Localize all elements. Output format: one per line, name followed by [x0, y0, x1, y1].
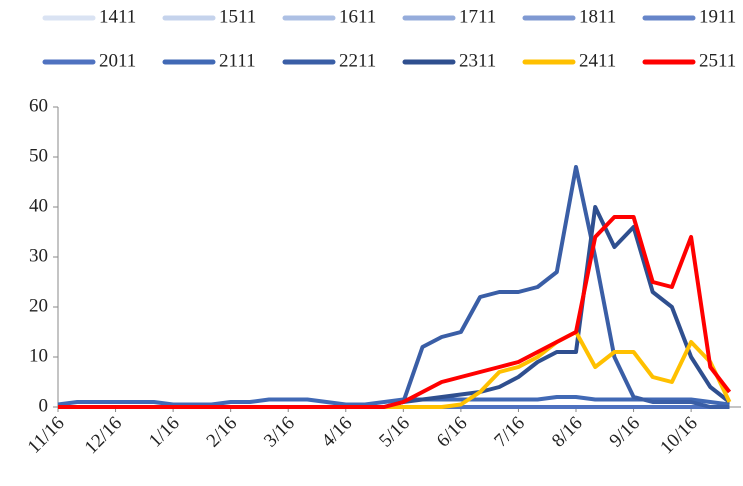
x-tick-label: 12/16 [81, 413, 126, 458]
x-tick-label: 2/16 [203, 413, 242, 452]
y-tick-label: 30 [29, 245, 48, 266]
legend-label: 2311 [459, 50, 496, 71]
x-tick-label: 1/16 [145, 413, 184, 452]
legend-label: 1911 [699, 6, 736, 27]
x-tick-label: 8/16 [548, 413, 587, 452]
series-line [58, 215, 732, 409]
x-tick-label: 4/16 [318, 413, 357, 452]
series-line [58, 165, 730, 409]
x-tick-label: 9/16 [605, 413, 644, 452]
series-line [57, 395, 730, 407]
x-tick-label: 11/16 [24, 413, 69, 458]
series-line [58, 205, 731, 409]
legend-label: 1711 [459, 6, 496, 27]
legend-label: 2411 [579, 50, 616, 71]
legend-label: 1411 [99, 6, 136, 27]
y-tick-label: 50 [29, 145, 48, 166]
legend-label: 2211 [339, 50, 376, 71]
y-tick-label: 20 [29, 295, 48, 316]
legend-label: 2111 [219, 50, 256, 71]
y-tick-label: 60 [29, 95, 48, 116]
legend-label: 1811 [579, 6, 616, 27]
legend-label: 1611 [339, 6, 376, 27]
series-line [58, 330, 732, 409]
y-tick-label: 10 [29, 345, 48, 366]
x-tick-label: 3/16 [260, 413, 299, 452]
x-tick-label: 6/16 [433, 413, 472, 452]
y-tick-label: 40 [29, 195, 48, 216]
legend-label: 2511 [699, 50, 736, 71]
legend-label: 1511 [219, 6, 256, 27]
y-tick-label: 0 [39, 395, 49, 416]
x-tick-label: 7/16 [490, 413, 529, 452]
x-tick-label: 10/16 [656, 413, 701, 458]
legend-label: 2011 [99, 50, 136, 71]
x-tick-label: 5/16 [375, 413, 414, 452]
